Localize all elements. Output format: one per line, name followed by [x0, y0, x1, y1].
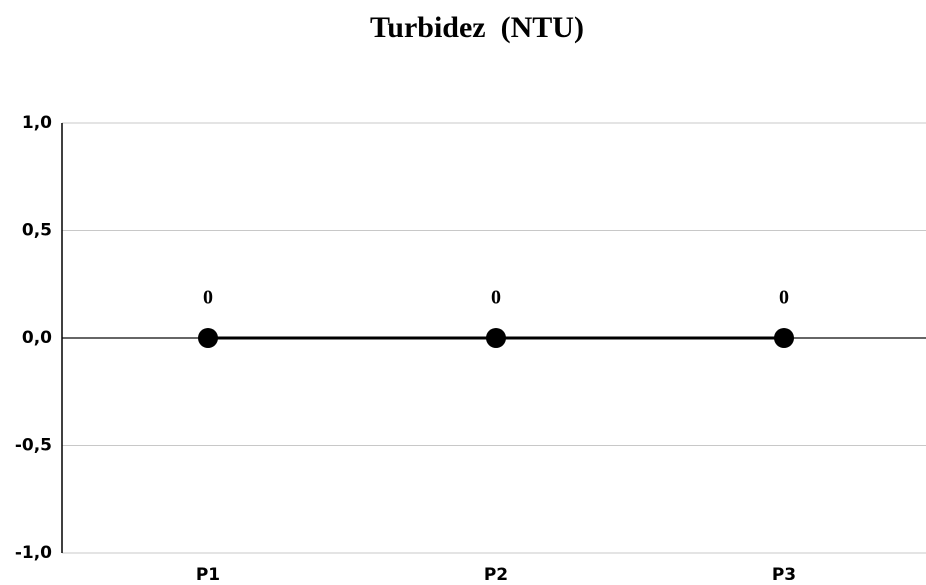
y-tick-label: -1,0 — [15, 543, 52, 563]
chart-title: Turbidez (NTU) — [370, 11, 584, 44]
y-tick-label: 0,5 — [22, 221, 52, 241]
x-tick-label: P2 — [484, 565, 508, 585]
data-label: 0 — [491, 287, 501, 309]
data-label: 0 — [203, 287, 213, 309]
data-label: 0 — [779, 287, 789, 309]
y-tick-label: 0,0 — [22, 328, 52, 348]
marker — [198, 328, 218, 348]
marker — [774, 328, 794, 348]
x-tick-label: P3 — [772, 565, 796, 585]
y-tick-label: -0,5 — [15, 436, 52, 456]
marker — [486, 328, 506, 348]
y-tick-label: 1,0 — [22, 113, 52, 133]
x-tick-label: P1 — [196, 565, 220, 585]
